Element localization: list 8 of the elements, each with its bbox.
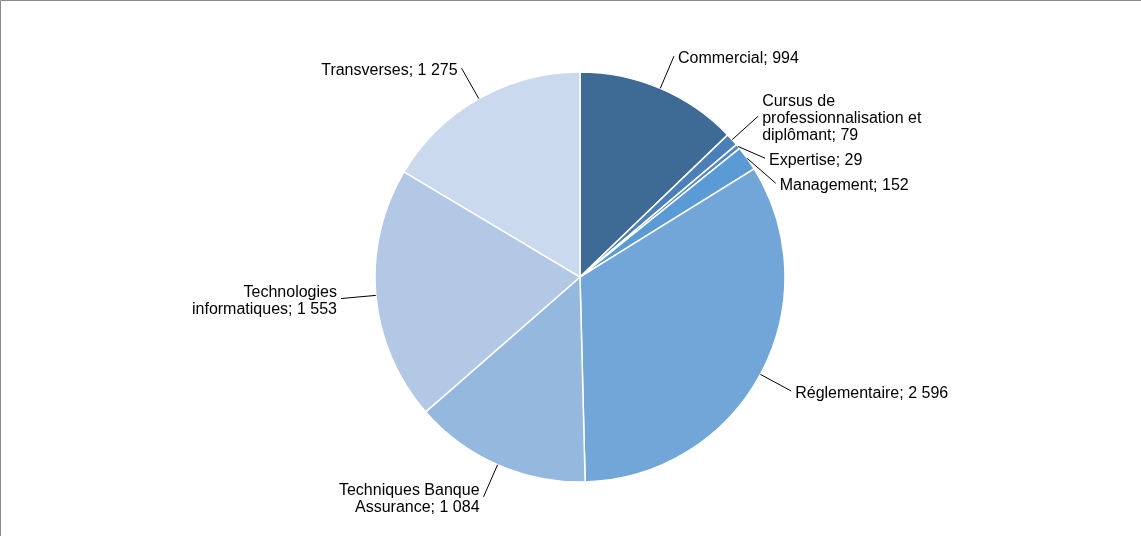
slice-label: Commercial; 994 [677, 48, 799, 66]
slice-label: Management; 152 [779, 175, 909, 193]
slice-label: Transverses; 1 275 [321, 60, 458, 78]
slice-label: Techniques Banque Assurance; 1 084 [338, 480, 480, 515]
slice-label: Technologies informatiques; 1 553 [191, 282, 338, 317]
slice-label: Réglementaire; 2 596 [795, 383, 949, 401]
slice-label: Cursus de professionnalisation et diplômant; 79 [762, 91, 922, 143]
slice-label: Expertise; 29 [769, 150, 863, 168]
